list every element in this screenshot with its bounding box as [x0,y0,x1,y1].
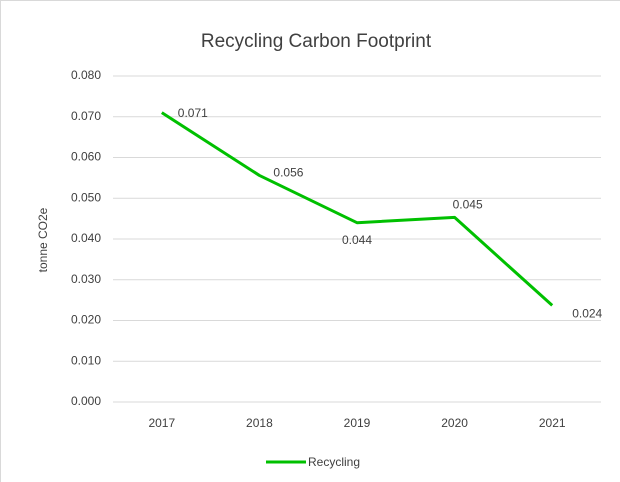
data-label: 0.045 [453,198,483,212]
y-tick-label: 0.020 [71,313,101,327]
y-axis-label: tonne CO2e [36,207,50,272]
x-tick-label: 2017 [148,416,175,430]
data-label: 0.056 [273,166,303,180]
x-tick-label: 2018 [246,416,273,430]
y-tick-label: 0.080 [71,68,101,82]
y-tick-label: 0.010 [71,353,101,367]
data-label: 0.044 [342,233,372,247]
x-tick-label: 2019 [344,416,371,430]
y-tick-label: 0.030 [71,272,101,286]
chart-title: Recycling Carbon Footprint [201,31,432,52]
x-tick-label: 2020 [441,416,468,430]
y-tick-label: 0.000 [71,394,101,408]
y-tick-label: 0.050 [71,190,101,204]
data-label: 0.071 [178,106,208,120]
y-tick-label: 0.070 [71,109,101,123]
y-tick-label: 0.040 [71,231,101,245]
x-tick-label: 2021 [539,416,566,430]
data-line [160,111,554,307]
data-label: 0.024 [572,307,602,321]
y-tick-label: 0.060 [71,150,101,164]
legend-label: Recycling [308,455,360,469]
